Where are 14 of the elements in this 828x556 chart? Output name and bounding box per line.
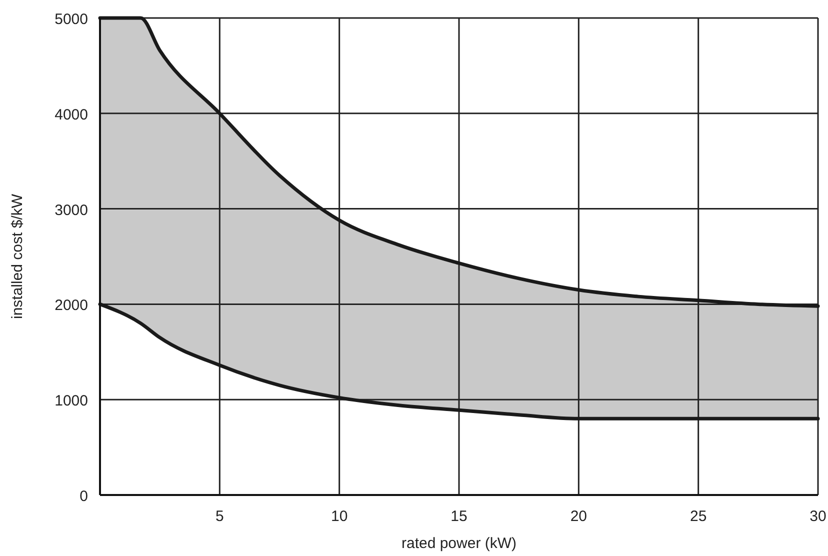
- y-tick-label: 2000: [54, 297, 88, 314]
- x-tick-label: 25: [690, 508, 707, 525]
- x-tick-label: 20: [570, 508, 588, 525]
- y-tick-label: 5000: [54, 11, 88, 28]
- y-tick-label: 0: [80, 488, 88, 505]
- y-tick-label: 4000: [54, 106, 88, 124]
- y-tick-label: 3000: [54, 202, 88, 219]
- x-axis-title: rated power (kW): [401, 535, 517, 552]
- x-tick-label: 30: [810, 508, 826, 525]
- y-axis-title: installed cost $/kW: [9, 193, 26, 320]
- y-tick-label: 1000: [54, 392, 88, 410]
- x-tick-label: 5: [215, 508, 224, 525]
- x-tick-label: 15: [450, 508, 468, 525]
- x-tick-label: 10: [330, 508, 348, 525]
